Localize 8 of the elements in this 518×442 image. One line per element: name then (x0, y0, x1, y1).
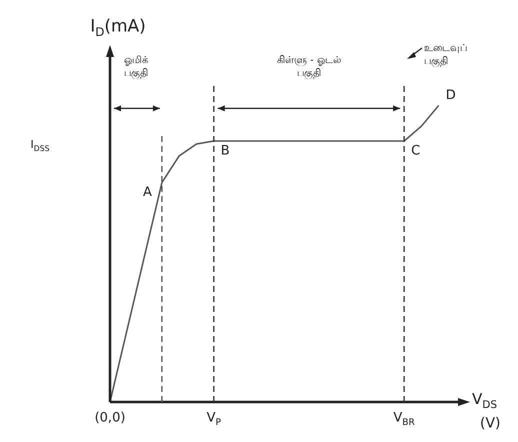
annotation: A (143, 184, 152, 200)
text: D (446, 88, 456, 103)
text: ஓமிக் பகுதி (124, 55, 148, 80)
text: உடைவுப் பகுதி (424, 43, 468, 68)
annotation: C (411, 143, 420, 158)
annotation: B (220, 143, 230, 158)
text: கிள்ளு - ஓடல் பகுதி (276, 55, 341, 80)
x-tick-label: (0,0) (94, 410, 126, 426)
